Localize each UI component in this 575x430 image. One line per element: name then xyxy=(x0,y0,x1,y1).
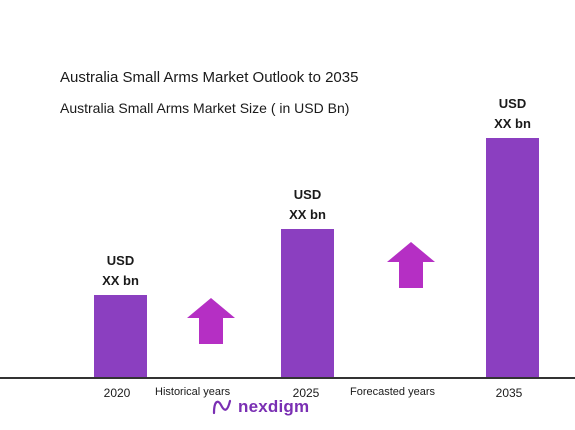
nexdigm-logo: nexdigm xyxy=(212,397,309,417)
bar-value-currency: USD xyxy=(293,187,322,202)
x-axis-line xyxy=(0,377,575,379)
forecast-growth-arrow-icon xyxy=(387,242,435,288)
x-tick-2035: 2035 xyxy=(495,386,523,400)
chart-subtitle: Australia Small Arms Market Size ( in US… xyxy=(60,100,350,116)
bar-2020 xyxy=(94,295,147,377)
x-tick-2025: 2025 xyxy=(292,386,320,400)
bar-value-label-2025: USD XX bn xyxy=(271,185,344,225)
bar-value-currency: USD xyxy=(106,253,135,268)
chart-title: Australia Small Arms Market Outlook to 2… xyxy=(60,69,359,86)
historical-growth-arrow-icon xyxy=(187,298,235,344)
historical-years-label: Historical years xyxy=(155,386,231,398)
bar-value-amount: XX bn xyxy=(102,273,139,288)
nexdigm-logo-icon xyxy=(212,399,232,415)
bar-value-amount: XX bn xyxy=(289,207,326,222)
bar-2025 xyxy=(281,229,334,377)
x-tick-2020: 2020 xyxy=(103,386,131,400)
logo-text: nexdigm xyxy=(238,397,310,416)
bar-2035 xyxy=(486,138,539,377)
bar-value-label-2020: USD XX bn xyxy=(84,251,157,291)
bar-value-amount: XX bn xyxy=(494,116,531,131)
forecasted-years-label: Forecasted years xyxy=(350,386,435,398)
bar-value-label-2035: USD XX bn xyxy=(476,94,549,134)
bar-value-currency: USD xyxy=(498,96,527,111)
